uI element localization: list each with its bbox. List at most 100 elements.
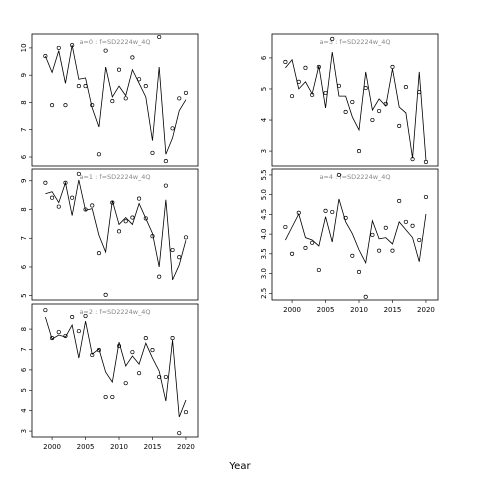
y-tick-label: 5.5: [260, 169, 268, 180]
data-point: [43, 54, 48, 59]
y-tick-label: 5: [20, 293, 28, 297]
data-point: [390, 64, 395, 69]
data-point: [163, 159, 168, 164]
data-point: [157, 374, 162, 380]
data-point: [96, 152, 101, 157]
data-point: [370, 232, 375, 237]
y-tick-label: 10: [20, 43, 28, 52]
data-point: [110, 200, 115, 205]
data-point: [110, 394, 115, 400]
data-point: [377, 108, 382, 114]
data-point: [283, 224, 288, 230]
data-point: [70, 195, 75, 200]
data-point: [123, 219, 128, 224]
data-point: [310, 92, 315, 97]
data-point: [90, 103, 95, 108]
data-point: [303, 65, 308, 70]
data-point: [76, 329, 81, 334]
data-point: [116, 343, 122, 349]
data-point: [330, 209, 335, 215]
data-point: [177, 96, 182, 101]
data-point: [137, 196, 142, 201]
data-point: [50, 195, 55, 200]
data-point: [83, 207, 88, 212]
data-point: [177, 431, 182, 436]
y-tick-label: 8: [20, 100, 28, 104]
data-point: [303, 245, 308, 250]
y-tick-label: 6: [260, 55, 268, 60]
data-point: [336, 172, 341, 177]
data-point: [290, 94, 295, 99]
y-tick-label: 3: [260, 149, 268, 153]
y-tick-label: 3.0: [260, 268, 268, 279]
data-point: [143, 336, 148, 341]
x-tick-label: 2020: [417, 306, 435, 314]
y-tick-label: 2.5: [260, 288, 268, 299]
data-point: [363, 294, 368, 299]
data-point: [123, 381, 128, 386]
x-axis-title: Year: [228, 461, 251, 472]
data-point: [183, 90, 189, 95]
panel-title: a=1 : f=SD2224w_4Q: [79, 173, 150, 181]
data-point: [137, 77, 142, 82]
x-tick-label: 2000: [283, 306, 301, 314]
x-tick-label: 2010: [110, 443, 128, 451]
data-point: [370, 117, 375, 123]
y-tick-label: 4: [20, 408, 28, 413]
panel-title: a=2 : f=SD2224w_4Q: [79, 308, 150, 316]
data-point: [410, 223, 415, 228]
data-point: [410, 157, 415, 162]
data-point: [163, 183, 168, 188]
data-point: [283, 59, 288, 65]
data-point: [343, 109, 348, 115]
data-point: [383, 101, 388, 106]
y-tick-label: 5.0: [260, 189, 268, 200]
data-point: [343, 215, 348, 220]
data-point: [116, 67, 122, 72]
data-point: [323, 208, 328, 213]
panel-frame: [31, 303, 199, 438]
data-point: [83, 313, 88, 319]
data-point: [316, 267, 321, 273]
panel-title: a=4 : f=SD2224w_4Q: [319, 173, 390, 181]
data-point: [316, 64, 321, 69]
data-point: [356, 269, 362, 275]
data-point: [310, 240, 315, 245]
data-point: [130, 350, 135, 355]
data-point: [403, 85, 408, 90]
y-tick-label: 3.5: [260, 248, 268, 259]
data-point: [417, 237, 422, 243]
y-tick-label: 7: [20, 127, 28, 131]
data-point: [70, 315, 75, 320]
panel-title: a=3 : f=SD2224w_4Q: [319, 38, 390, 46]
data-point: [103, 48, 108, 53]
data-point: [170, 126, 175, 131]
y-tick-label: 6: [20, 264, 28, 269]
y-tick-label: 9: [20, 73, 28, 77]
data-point: [76, 84, 81, 89]
data-point: [403, 219, 408, 224]
y-tick-label: 5: [260, 87, 268, 91]
data-point: [90, 352, 95, 358]
data-point: [143, 84, 148, 89]
data-point: [363, 85, 368, 91]
data-point: [96, 251, 101, 256]
x-tick-label: 2005: [317, 306, 335, 314]
data-point: [63, 333, 68, 339]
data-point: [63, 103, 68, 108]
data-point: [43, 180, 48, 185]
panel-frame: [31, 168, 199, 301]
data-point: [157, 274, 162, 279]
data-point: [177, 255, 182, 260]
data-point: [163, 374, 168, 380]
data-point: [356, 149, 362, 154]
fit-line: [45, 45, 187, 155]
data-point: [397, 123, 402, 128]
data-point: [56, 204, 61, 209]
panel-frame: [31, 33, 199, 167]
data-point: [130, 55, 135, 60]
y-tick-label: 4.5: [260, 209, 268, 220]
y-tick-label: 4: [260, 117, 268, 122]
data-point: [137, 371, 142, 376]
data-point: [96, 348, 101, 353]
